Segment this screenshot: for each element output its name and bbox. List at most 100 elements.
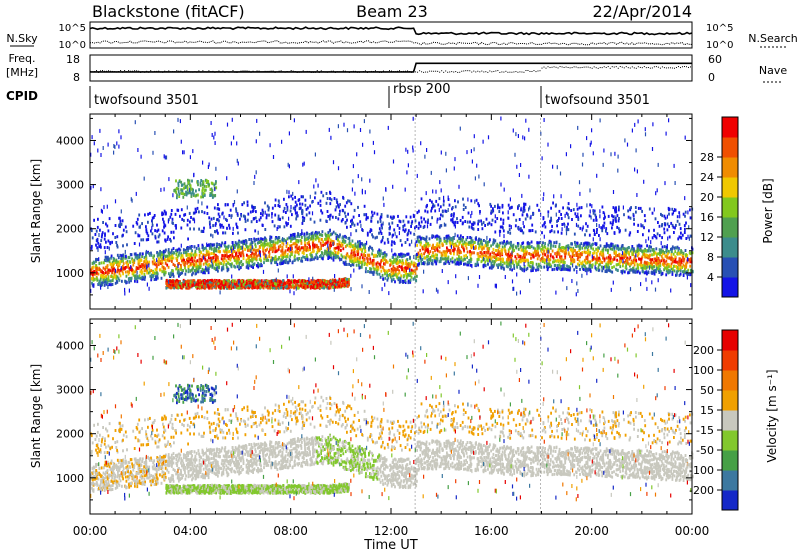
power-cell (686, 272, 689, 276)
power-cell (128, 266, 131, 270)
power-cell (672, 252, 675, 256)
power-cell (416, 274, 418, 278)
power-cell (379, 275, 382, 279)
power-cell (653, 251, 656, 255)
power-cell (400, 252, 403, 256)
power-cell (480, 240, 483, 244)
power-cell (112, 261, 114, 265)
power-cell (637, 247, 639, 251)
power-cell (296, 234, 299, 238)
power-cell (172, 256, 175, 260)
cpid-segment-3: twofsound 3501 (545, 93, 650, 108)
power-cell (204, 258, 207, 261)
power-cell (660, 270, 662, 274)
power-cell (544, 242, 546, 245)
power-cell (435, 262, 438, 266)
nave-point (146, 70, 148, 72)
power-cell (141, 252, 144, 256)
power-cell (523, 255, 526, 259)
power-cell (641, 250, 644, 254)
power-cell (230, 247, 232, 251)
power-cell (584, 269, 587, 273)
power-cell (685, 265, 687, 269)
power-cell (281, 280, 284, 284)
nave-point (439, 71, 441, 73)
nave-point (188, 71, 190, 73)
power-cell (424, 250, 427, 254)
power-cell (635, 267, 638, 271)
power-cell (455, 244, 458, 248)
power-cell (476, 260, 479, 264)
power-cell (434, 260, 436, 264)
power-cell (416, 238, 419, 242)
power-cell (277, 238, 280, 242)
power-cell (353, 251, 356, 254)
power-cell (636, 244, 639, 248)
power-cell (224, 248, 227, 252)
nave-point (292, 70, 294, 72)
power-cell (650, 245, 652, 249)
power-cell (176, 255, 179, 259)
power-cell (516, 265, 519, 269)
nave-point (669, 67, 671, 69)
power-cell (281, 240, 284, 244)
power-cell (391, 272, 394, 276)
power-cell (684, 271, 687, 275)
power-cell (105, 265, 107, 269)
power-cell (246, 265, 249, 268)
power-cell (477, 258, 480, 261)
power-cell (197, 267, 200, 271)
power-cell (103, 272, 106, 276)
power-cell (287, 280, 289, 284)
power-cell (523, 267, 525, 271)
power-cell (136, 257, 139, 261)
power-cell (230, 265, 233, 269)
power-cell (161, 270, 164, 274)
power-cell (386, 278, 389, 282)
nave-point (174, 71, 176, 73)
power-cell (116, 253, 119, 257)
power-cell (642, 252, 644, 256)
power-cell (198, 281, 201, 285)
power-cell (284, 286, 287, 290)
nave-point (527, 70, 529, 72)
power-cell (370, 267, 372, 271)
freq-label-line2: [MHz] (6, 66, 38, 79)
power-cell (512, 261, 514, 265)
nave-point (284, 71, 286, 73)
power-cell (668, 256, 671, 260)
power-cell (132, 273, 135, 277)
nave-point (413, 70, 415, 72)
power-cell (194, 255, 196, 259)
power-cell (286, 237, 289, 241)
power-cell (514, 259, 517, 263)
power-cell (416, 236, 419, 240)
power-cell (448, 249, 451, 253)
power-cell (245, 241, 248, 245)
power-cell (362, 246, 365, 250)
power-cell (677, 261, 680, 265)
power-cell (489, 252, 492, 256)
power-cell (341, 243, 344, 247)
nave-point (573, 66, 575, 68)
power-cell (470, 251, 473, 255)
power-cell (630, 247, 633, 251)
power-cell (421, 246, 424, 250)
power-cell (116, 263, 118, 266)
power-cell (137, 262, 140, 266)
power-cell (334, 253, 337, 257)
power-cell (657, 252, 660, 256)
power-cell (106, 279, 109, 283)
power-cell (434, 258, 436, 262)
power-cell (429, 258, 432, 262)
power-cell (592, 252, 594, 256)
power-cell (173, 251, 176, 255)
power-cell (627, 271, 629, 275)
nave-point (266, 70, 268, 72)
power-cell (361, 242, 363, 246)
power-cell (368, 248, 370, 252)
power-cell (331, 239, 333, 243)
power-cell (198, 247, 200, 251)
nave-point (689, 66, 691, 68)
power-cell (485, 243, 488, 247)
